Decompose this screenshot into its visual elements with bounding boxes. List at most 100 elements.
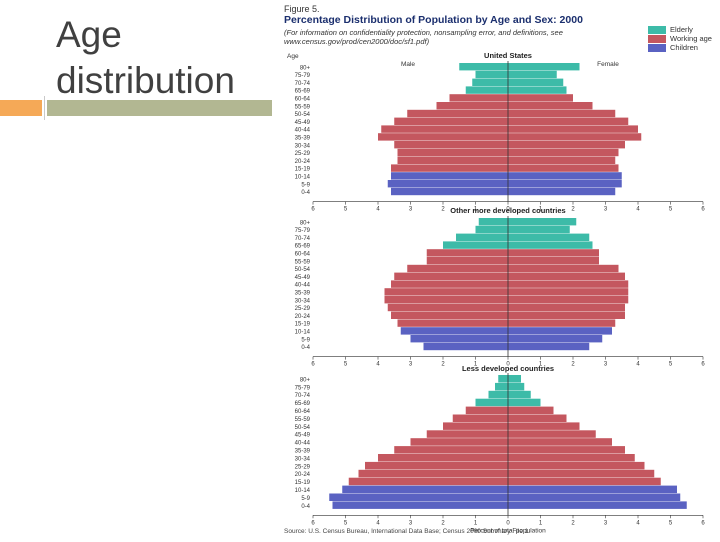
age-tick-label: 55-59 [295,259,311,265]
bar-female-75-79 [508,225,570,234]
bar-male-65-69 [443,241,508,249]
figure-source: Source: U.S. Census Bureau, Internationa… [284,528,531,535]
legend-swatch-working [648,35,666,43]
age-tick-label: 30-34 [295,456,311,462]
x-tick-label: 6 [701,520,705,526]
bar-female-0-4 [508,342,590,351]
legend-label-elderly: Elderly [670,25,693,34]
bar-female-40-44 [508,438,612,446]
bar-male-30-34 [378,454,508,462]
bar-male-10-14 [391,172,508,180]
bar-male-5-9 [410,335,508,343]
age-tick-label: 15-19 [295,322,311,328]
x-tick-label: 6 [311,520,315,526]
slide-title-line-2: distribution [56,60,235,101]
bar-male-55-59 [426,257,508,265]
bar-male-25-29 [387,303,508,312]
decorative-divider [44,96,45,120]
x-tick-label: 5 [669,520,673,526]
female-label: Female [597,61,619,68]
bar-female-15-19 [508,319,616,327]
bar-female-30-34 [508,454,635,462]
age-tick-label: 40-44 [295,441,311,447]
bar-female-45-49 [508,117,629,125]
x-tick-label: 1 [474,520,478,526]
bar-male-70-74 [456,233,508,241]
bar-male-75-79 [475,70,508,79]
age-tick-label: 0-4 [301,190,310,196]
age-tick-label: 40-44 [295,283,311,289]
x-tick-label: 2 [571,207,575,213]
x-tick-label: 0 [506,520,510,526]
pyramid-united-states: United States Age Male Female 80+ 75-79 70-74 6… [287,51,705,213]
bar-female-25-29 [508,461,645,470]
bar-female-50-54 [508,422,580,430]
bar-male-30-34 [394,141,508,149]
legend-swatch-elderly [648,26,666,34]
bar-male-40-44 [391,280,508,288]
x-axis-label: Percent of total population [470,527,546,534]
bar-female-20-24 [508,469,655,478]
bar-female-55-59 [508,102,593,110]
bar-male-65-69 [465,86,508,94]
bar-male-20-24 [391,311,508,319]
bar-female-80+ [508,218,577,226]
age-tick-label: 55-59 [295,104,311,110]
bar-male-75-79 [475,225,508,234]
bar-female-35-39 [508,133,642,141]
x-tick-label: 2 [441,207,445,213]
bar-male-55-59 [452,414,508,422]
bar-male-45-49 [394,117,508,125]
x-tick-label: 4 [376,362,380,368]
x-tick-label: 1 [539,207,543,213]
bar-female-35-39 [508,446,625,454]
age-tick-label: 30-34 [295,298,311,304]
bar-male-40-44 [381,125,508,133]
age-tick-label: 80+ [300,65,311,71]
legend-label-children: Children [670,43,698,52]
bar-female-75-79 [508,382,525,391]
age-tick-label: 30-34 [295,143,311,149]
legend-swatch-children [648,44,666,52]
bar-female-25-29 [508,303,625,312]
bar-male-20-24 [397,156,508,164]
x-tick-label: 2 [571,362,575,368]
bar-male-60-64 [465,406,508,415]
age-tick-label: 70-74 [295,81,311,87]
bar-female-60-64 [508,249,599,257]
bar-female-5-9 [508,335,603,343]
x-tick-label: 1 [539,520,543,526]
x-tick-label: 2 [571,520,575,526]
x-tick-label: 4 [376,207,380,213]
y-axis-label: Age [287,53,299,60]
x-tick-label: 1 [474,207,478,213]
male-label: Male [401,61,415,68]
bar-female-65-69 [508,86,567,94]
bar-female-65-69 [508,398,541,407]
age-tick-label: 40-44 [295,128,311,134]
bar-female-60-64 [508,94,573,102]
bar-male-80+ [478,218,508,226]
slide-title: Age distribution [56,12,266,104]
age-tick-label: 0-4 [301,345,310,351]
age-tick-label: 75-79 [295,73,311,79]
bar-female-20-24 [508,311,625,319]
bar-male-25-29 [397,148,508,157]
pyramid-more-developed: Other more developed countries 80+ 75-79 70… [295,206,706,368]
age-tick-label: 25-29 [295,306,311,312]
age-tick-label: 10-14 [295,330,311,336]
age-tick-label: 65-69 [295,244,311,250]
bar-female-10-14 [508,327,612,335]
bar-female-70-74 [508,233,590,241]
age-tick-label: 50-54 [295,112,311,118]
x-tick-label: 6 [701,207,705,213]
age-tick-label: 80+ [300,220,311,226]
bar-male-80+ [459,63,508,71]
age-tick-label: 75-79 [295,228,311,234]
bar-male-50-54 [407,109,508,118]
age-tick-label: 55-59 [295,417,311,423]
bar-male-15-19 [391,164,508,172]
age-tick-label: 10-14 [295,175,311,181]
bar-male-70-74 [472,78,508,86]
figure-note: (For information on confidentiality prot… [284,28,563,37]
